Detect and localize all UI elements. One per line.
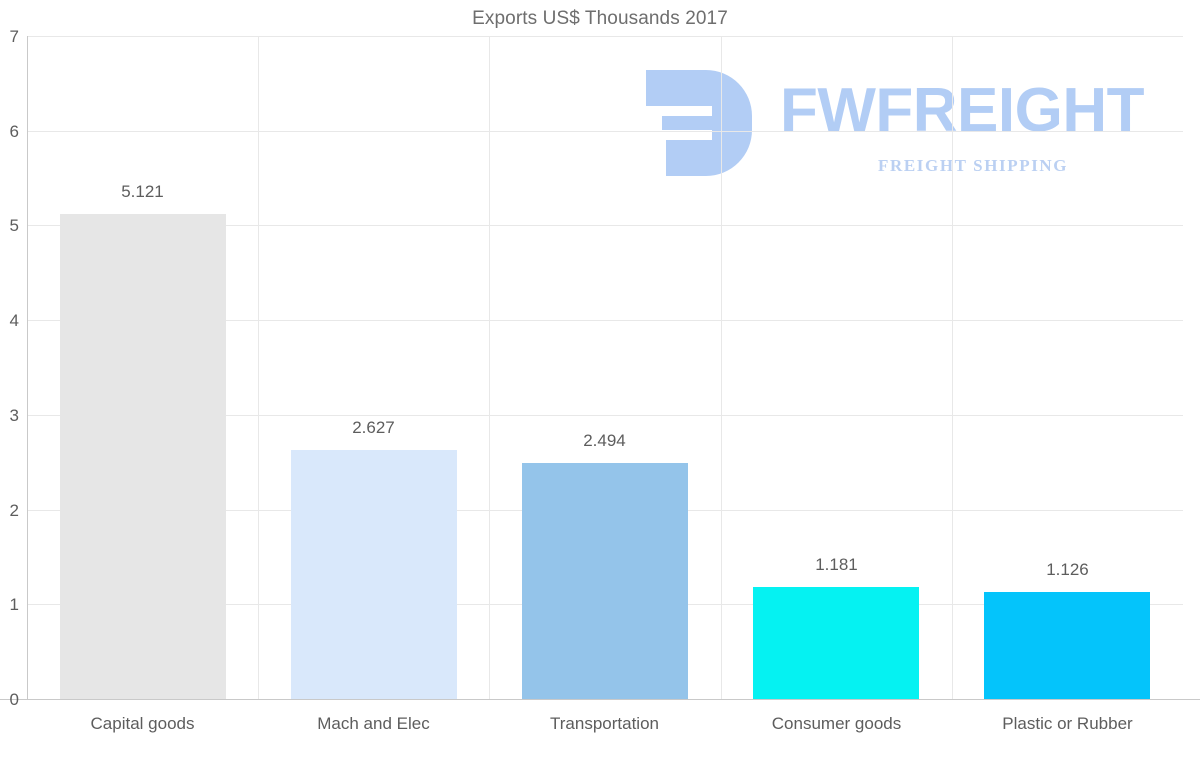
gridline-horizontal [27,225,1183,226]
gridline-vertical [258,36,259,699]
y-axis-tick-label: 6 [9,122,19,141]
gridline-horizontal [27,320,1183,321]
y-axis-tick-label: 5 [9,216,19,235]
x-axis-line [0,699,1200,700]
y-axis-tick-label: 1 [9,595,19,614]
gridline-horizontal [27,131,1183,132]
x-axis-category-label: Capital goods [90,714,195,733]
x-axis-category-label: Plastic or Rubber [1002,714,1133,733]
gridline-horizontal [27,415,1183,416]
y-axis-tick-label: 7 [9,27,19,46]
bar-value-label: 2.494 [583,431,626,450]
plot-area [27,36,1183,700]
x-axis-category-label: Transportation [550,714,659,733]
bar[interactable] [60,214,226,699]
gridline-vertical [952,36,953,699]
gridline-horizontal [27,36,1183,37]
bar[interactable] [984,592,1150,699]
chart-title: Exports US$ Thousands 2017 [472,8,728,29]
y-axis-tick-label: 3 [9,406,19,425]
y-axis-tick-label: 0 [9,690,19,709]
x-axis-category-label: Consumer goods [771,714,902,733]
bar-value-label: 2.627 [352,418,395,437]
bar-value-label: 1.181 [815,555,858,574]
bar[interactable] [753,587,919,699]
y-axis-line [27,36,28,700]
gridline-vertical [721,36,722,699]
bar[interactable] [291,450,457,699]
y-axis-tick-label: 4 [9,311,19,330]
gridline-vertical [489,36,490,699]
bar-value-label: 1.126 [1046,560,1089,579]
bar-value-label: 5.121 [121,182,164,201]
y-axis-tick-label: 2 [9,501,19,520]
bar[interactable] [522,463,688,699]
x-axis-category-label: Mach and Elec [317,714,430,733]
